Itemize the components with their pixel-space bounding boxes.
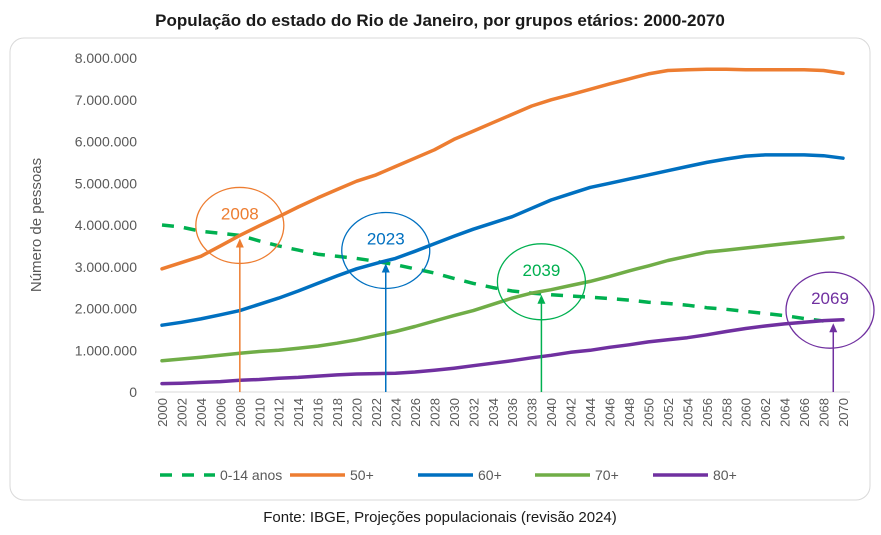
y-tick-label: 2.000.000 (75, 301, 137, 317)
x-tick-label: 2048 (622, 398, 637, 427)
series-line-50- (160, 67, 845, 271)
chart-title: População do estado do Rio de Janeiro, p… (155, 11, 725, 30)
annotation-circle (785, 271, 875, 349)
x-tick-label: 2022 (369, 398, 384, 427)
legend-item: 60+ (418, 467, 502, 483)
y-tick-label: 7.000.000 (75, 92, 137, 108)
legend-label: 0-14 anos (220, 467, 282, 483)
x-tick-label: 2000 (155, 398, 170, 427)
legend-item: 80+ (653, 467, 737, 483)
x-tick-label: 2056 (700, 398, 715, 427)
x-tick-label: 2008 (233, 398, 248, 427)
series-line-0-14-anos (161, 223, 824, 323)
x-tick-label: 2060 (739, 398, 754, 427)
annotation-circle (496, 243, 587, 321)
arrow-head-icon (537, 294, 546, 304)
x-tick-label: 2034 (486, 398, 501, 427)
x-tick-label: 2006 (213, 398, 228, 427)
y-tick-label: 6.000.000 (75, 134, 137, 150)
y-tick-label: 5.000.000 (75, 175, 137, 191)
annotation-2069: 2069 (785, 271, 875, 392)
x-tick-label: 2024 (388, 398, 403, 427)
chart-frame (9, 37, 871, 501)
x-tick-label: 2002 (174, 398, 189, 427)
x-tick-label: 2052 (661, 398, 676, 427)
y-tick-label: 8.000.000 (75, 50, 137, 66)
annotation-label: 2069 (811, 289, 849, 308)
annotation-label: 2023 (367, 229, 405, 248)
x-tick-label: 2014 (291, 398, 306, 427)
annotation-2039: 2039 (496, 243, 587, 392)
x-tick-label: 2062 (758, 398, 773, 427)
x-tick-label: 2016 (311, 398, 326, 427)
arrow-head-icon (235, 238, 244, 248)
x-tick-label: 2004 (194, 398, 209, 427)
annotation-2008: 2008 (195, 186, 285, 392)
y-tick-label: 4.000.000 (75, 217, 137, 233)
annotation-label: 2039 (523, 261, 561, 280)
x-tick-label: 2010 (252, 398, 267, 427)
x-tick-label: 2026 (408, 398, 423, 427)
series-line-80- (160, 318, 845, 386)
x-tick-label: 2018 (330, 398, 345, 427)
x-tick-label: 2028 (427, 398, 442, 427)
x-tick-label: 2068 (817, 398, 832, 427)
x-tick-label: 2058 (719, 398, 734, 427)
y-axis-label: Número de pessoas (28, 158, 45, 292)
x-tick-label: 2042 (564, 398, 579, 427)
x-tick-label: 2046 (603, 398, 618, 427)
source-note: Fonte: IBGE, Projeções populacionais (re… (263, 509, 617, 526)
x-tick-label: 2050 (641, 398, 656, 427)
y-tick-label: 1.000.000 (75, 342, 137, 358)
legend-label: 70+ (595, 467, 619, 483)
x-tick-label: 2038 (525, 398, 540, 427)
legend-item: 0-14 anos (160, 467, 282, 483)
legend-label: 60+ (478, 467, 502, 483)
series-line-60- (160, 153, 845, 327)
x-tick-label: 2066 (797, 398, 812, 427)
x-tick-label: 2054 (680, 398, 695, 427)
arrow-head-icon (829, 323, 838, 333)
x-tick-label: 2020 (350, 398, 365, 427)
series-line-70- (160, 235, 845, 363)
x-tick-label: 2064 (778, 398, 793, 427)
legend-item: 70+ (535, 467, 619, 483)
annotation-label: 2008 (221, 204, 259, 223)
arrow-head-icon (381, 263, 390, 273)
x-tick-label: 2030 (447, 398, 462, 427)
legend-label: 80+ (713, 467, 737, 483)
legend-item: 50+ (290, 467, 374, 483)
legend-label: 50+ (350, 467, 374, 483)
annotation-circle (341, 211, 431, 290)
x-tick-label: 2070 (836, 398, 851, 427)
y-tick-label: 3.000.000 (75, 259, 137, 275)
annotation-circle (195, 186, 285, 265)
x-tick-label: 2040 (544, 398, 559, 427)
y-tick-label: 0 (129, 384, 137, 400)
annotation-2023: 2023 (341, 211, 431, 392)
x-tick-label: 2012 (272, 398, 287, 427)
x-tick-label: 2032 (466, 398, 481, 427)
x-tick-label: 2044 (583, 398, 598, 427)
x-tick-label: 2036 (505, 398, 520, 427)
